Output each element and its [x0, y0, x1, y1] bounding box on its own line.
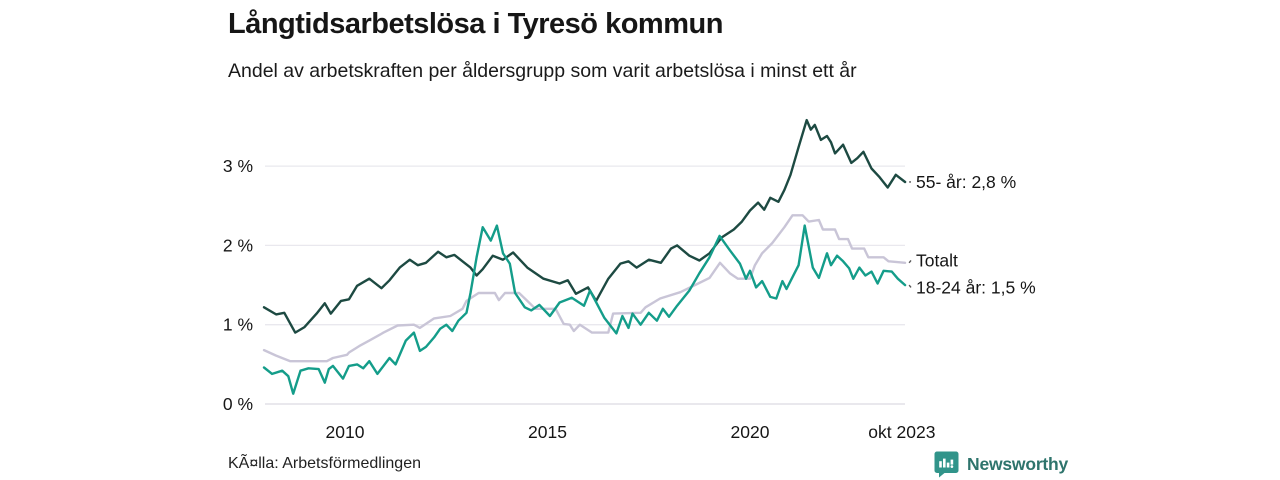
brand-logo: Newsworthy — [934, 450, 1068, 478]
y-tick-label: 0 % — [223, 394, 253, 414]
brand-wordmark: Newsworthy — [967, 453, 1069, 474]
y-tick-label: 1 % — [223, 315, 253, 335]
x-tick-label: 2015 — [528, 422, 567, 442]
x-tick-label: okt 2023 — [868, 422, 935, 442]
annotation-leader — [908, 260, 912, 264]
series-line-totalt — [262, 214, 907, 363]
series-line-55-r — [262, 118, 907, 334]
series-end-label-totalt: Totalt — [916, 250, 958, 270]
series-line-18-24-r — [262, 224, 907, 395]
x-tick-label: 2020 — [731, 422, 770, 442]
chart-subtitle: Andel av arbetskraften per åldersgrupp s… — [228, 60, 857, 82]
y-tick-label: 2 % — [223, 235, 253, 255]
series-end-label-18-24-r: 18-24 år: 1,5 % — [916, 277, 1036, 297]
annotation-leader — [908, 284, 912, 288]
x-tick-label: 2010 — [326, 422, 365, 442]
series-end-label-55-r: 55- år: 2,8 % — [916, 172, 1016, 192]
source-note: KÃ¤lla: Arbetsförmedlingen — [228, 455, 421, 472]
newsworthy-logo-icon — [934, 451, 959, 478]
y-tick-label: 3 % — [223, 156, 253, 176]
chart-title: Långtidsarbetslösa i Tyresö kommun — [228, 8, 723, 40]
